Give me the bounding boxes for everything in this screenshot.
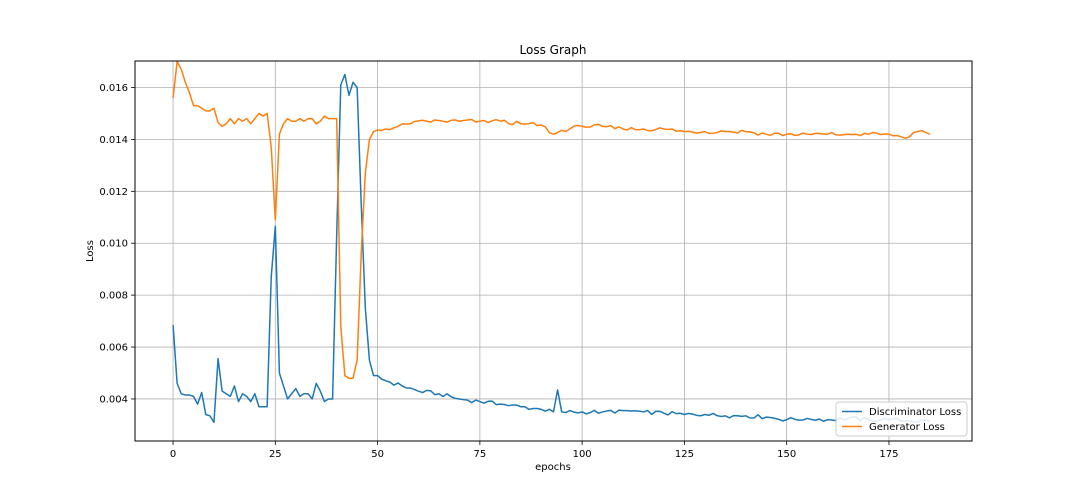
y-tick-label: 0.016 [99, 83, 128, 94]
x-tick-label: 25 [269, 449, 282, 460]
legend: Discriminator Loss Generator Loss [835, 401, 968, 437]
x-tick-label: 125 [675, 449, 694, 460]
y-tick-label: 0.004 [99, 394, 128, 405]
series-line-generator-loss [172, 60, 931, 379]
y-tick-label: 0.010 [99, 239, 128, 250]
legend-box [835, 401, 968, 437]
series-line-discriminator-loss [172, 73, 930, 424]
y-tick-label: 0.014 [99, 135, 128, 146]
x-tick-label: 100 [573, 449, 592, 460]
x-tick-label: 175 [879, 449, 898, 460]
x-tick-label: 75 [473, 449, 486, 460]
chart-title: Loss Graph [520, 43, 587, 57]
plot-frame [134, 60, 973, 442]
legend-label-generator: Generator Loss [869, 422, 945, 433]
x-tick-label: 50 [371, 449, 384, 460]
y-axis-label: Loss [85, 240, 96, 262]
legend-label-discriminator: Discriminator Loss [869, 407, 961, 418]
x-tick-label: 150 [777, 449, 796, 460]
x-tick-label: 0 [170, 449, 176, 460]
y-tick-label: 0.012 [99, 187, 128, 198]
grid [135, 61, 972, 441]
x-axis-label: epochs [535, 462, 571, 473]
series-lines [172, 60, 931, 424]
y-tick-label: 0.008 [99, 291, 128, 302]
axis-ticks: 0 25 50 75 100 125 150 175 0.004 0.006 0.008 0.010 0… [99, 83, 898, 460]
y-tick-label: 0.006 [99, 343, 128, 354]
